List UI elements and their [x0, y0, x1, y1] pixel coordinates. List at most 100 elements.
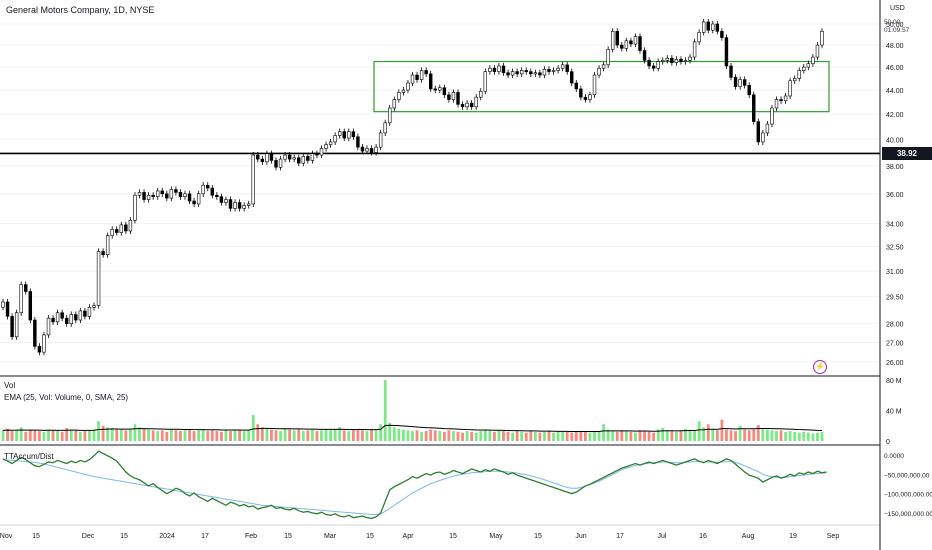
volume-bar	[65, 428, 69, 441]
volume-bar	[88, 430, 91, 441]
volume-bar	[597, 431, 601, 441]
candle-body	[224, 199, 228, 203]
time-tick-label: Feb	[245, 533, 257, 540]
volume-bar	[515, 431, 519, 441]
candle-body	[287, 154, 292, 160]
volume-bar	[629, 431, 633, 441]
volume-bar	[552, 432, 555, 441]
volume-bar	[543, 431, 546, 441]
price-tick-label: 36.00	[886, 192, 904, 199]
volume-bar	[811, 433, 815, 441]
ema-label[interactable]: EMA (25, Vol: Volume, 0, SMA, 25)	[4, 393, 129, 402]
candle-body	[155, 190, 160, 197]
volume-bar	[583, 431, 587, 441]
candle-body	[720, 30, 724, 38]
volume-bar	[433, 430, 437, 441]
volume-label[interactable]: Vol	[4, 381, 16, 390]
volume-bar	[802, 431, 806, 441]
candle-body	[87, 307, 92, 317]
candle-body	[656, 61, 660, 69]
volume-bar	[379, 424, 383, 441]
volume-bar	[83, 431, 87, 441]
candle-body	[765, 123, 770, 134]
candle-body	[729, 65, 733, 78]
candle-body	[583, 96, 588, 100]
candle-body	[83, 310, 87, 317]
volume-bar	[706, 424, 710, 441]
volume-bar	[761, 428, 765, 441]
volume-bar	[561, 431, 565, 441]
volume-bar	[779, 430, 783, 441]
volume-bar	[229, 431, 232, 441]
currency-label[interactable]: USD	[890, 5, 905, 12]
accum-label[interactable]: TTAccum/Dist	[4, 452, 54, 461]
volume-bar	[306, 430, 310, 441]
volume-axis: 0 40 M 80 M	[886, 378, 902, 446]
candle-body	[683, 60, 688, 62]
time-tick-label: Aug	[742, 533, 755, 540]
volume-bar	[456, 431, 460, 441]
time-axis: Nov 15 Dec 15 2024 17 Feb 15 Mar 15 Apr 15 May 15 Jun 1…	[0, 533, 839, 540]
candle-body	[501, 65, 506, 74]
candle-body	[151, 194, 155, 197]
time-tick-label: 15	[32, 533, 40, 540]
candle-body	[533, 72, 538, 75]
volume-bar	[210, 430, 214, 441]
volume-bar	[606, 429, 610, 441]
volume-bar	[620, 430, 624, 441]
candle-body	[169, 189, 174, 199]
time-tick-label: Dec	[82, 533, 95, 540]
candle-body	[369, 148, 374, 153]
volume-bar	[520, 431, 524, 441]
candle-body	[392, 99, 397, 109]
volume-bar	[438, 431, 442, 441]
volume-bar	[470, 431, 474, 441]
candles	[1, 18, 824, 356]
volume-tick-label: 80 M	[886, 378, 902, 385]
timer-countdown: 01:09:57	[884, 27, 910, 34]
volume-bar	[806, 432, 810, 441]
volume-bar	[256, 424, 260, 441]
volume-bar	[183, 430, 187, 441]
candle-body	[183, 193, 187, 197]
volume-bar	[647, 431, 651, 441]
volume-bar	[24, 431, 28, 441]
volume-bar	[492, 431, 496, 441]
candle-body	[96, 251, 101, 306]
candle-body	[724, 37, 729, 67]
candle-body	[560, 64, 565, 69]
volume-bar	[524, 432, 528, 441]
candle-body	[24, 284, 28, 292]
candle-body	[306, 156, 310, 161]
candle-body	[347, 131, 351, 139]
time-tick-label: 15	[120, 533, 128, 540]
volume-bar	[201, 429, 205, 441]
candle-body	[374, 146, 378, 153]
volume-bar	[383, 380, 387, 441]
volume-bar	[147, 429, 151, 441]
volume-bar	[78, 431, 82, 441]
volume-bar	[579, 431, 583, 441]
candle-body	[105, 235, 110, 255]
candle-body	[570, 71, 574, 84]
candle-body	[110, 229, 114, 236]
volume-bar	[679, 430, 683, 441]
candle-body	[733, 77, 738, 87]
price-tick-label: 38.00	[886, 164, 904, 171]
volume-bar	[92, 429, 96, 441]
candle-body	[78, 310, 83, 321]
candle-body	[788, 80, 792, 97]
volume-bar	[442, 431, 446, 441]
volume-bar	[415, 430, 419, 441]
lightning-icon[interactable]: ⚡	[813, 360, 827, 374]
candle-body	[119, 224, 124, 233]
volume-ema-line	[2, 424, 823, 433]
volume-bar	[270, 429, 273, 441]
volume-bar	[693, 431, 697, 441]
timer-price: 50.00	[884, 19, 901, 26]
volume-bar	[570, 432, 574, 441]
candle-body	[333, 135, 337, 143]
candle-body	[142, 192, 146, 200]
candle-body	[206, 184, 210, 189]
candle-body	[779, 99, 783, 102]
